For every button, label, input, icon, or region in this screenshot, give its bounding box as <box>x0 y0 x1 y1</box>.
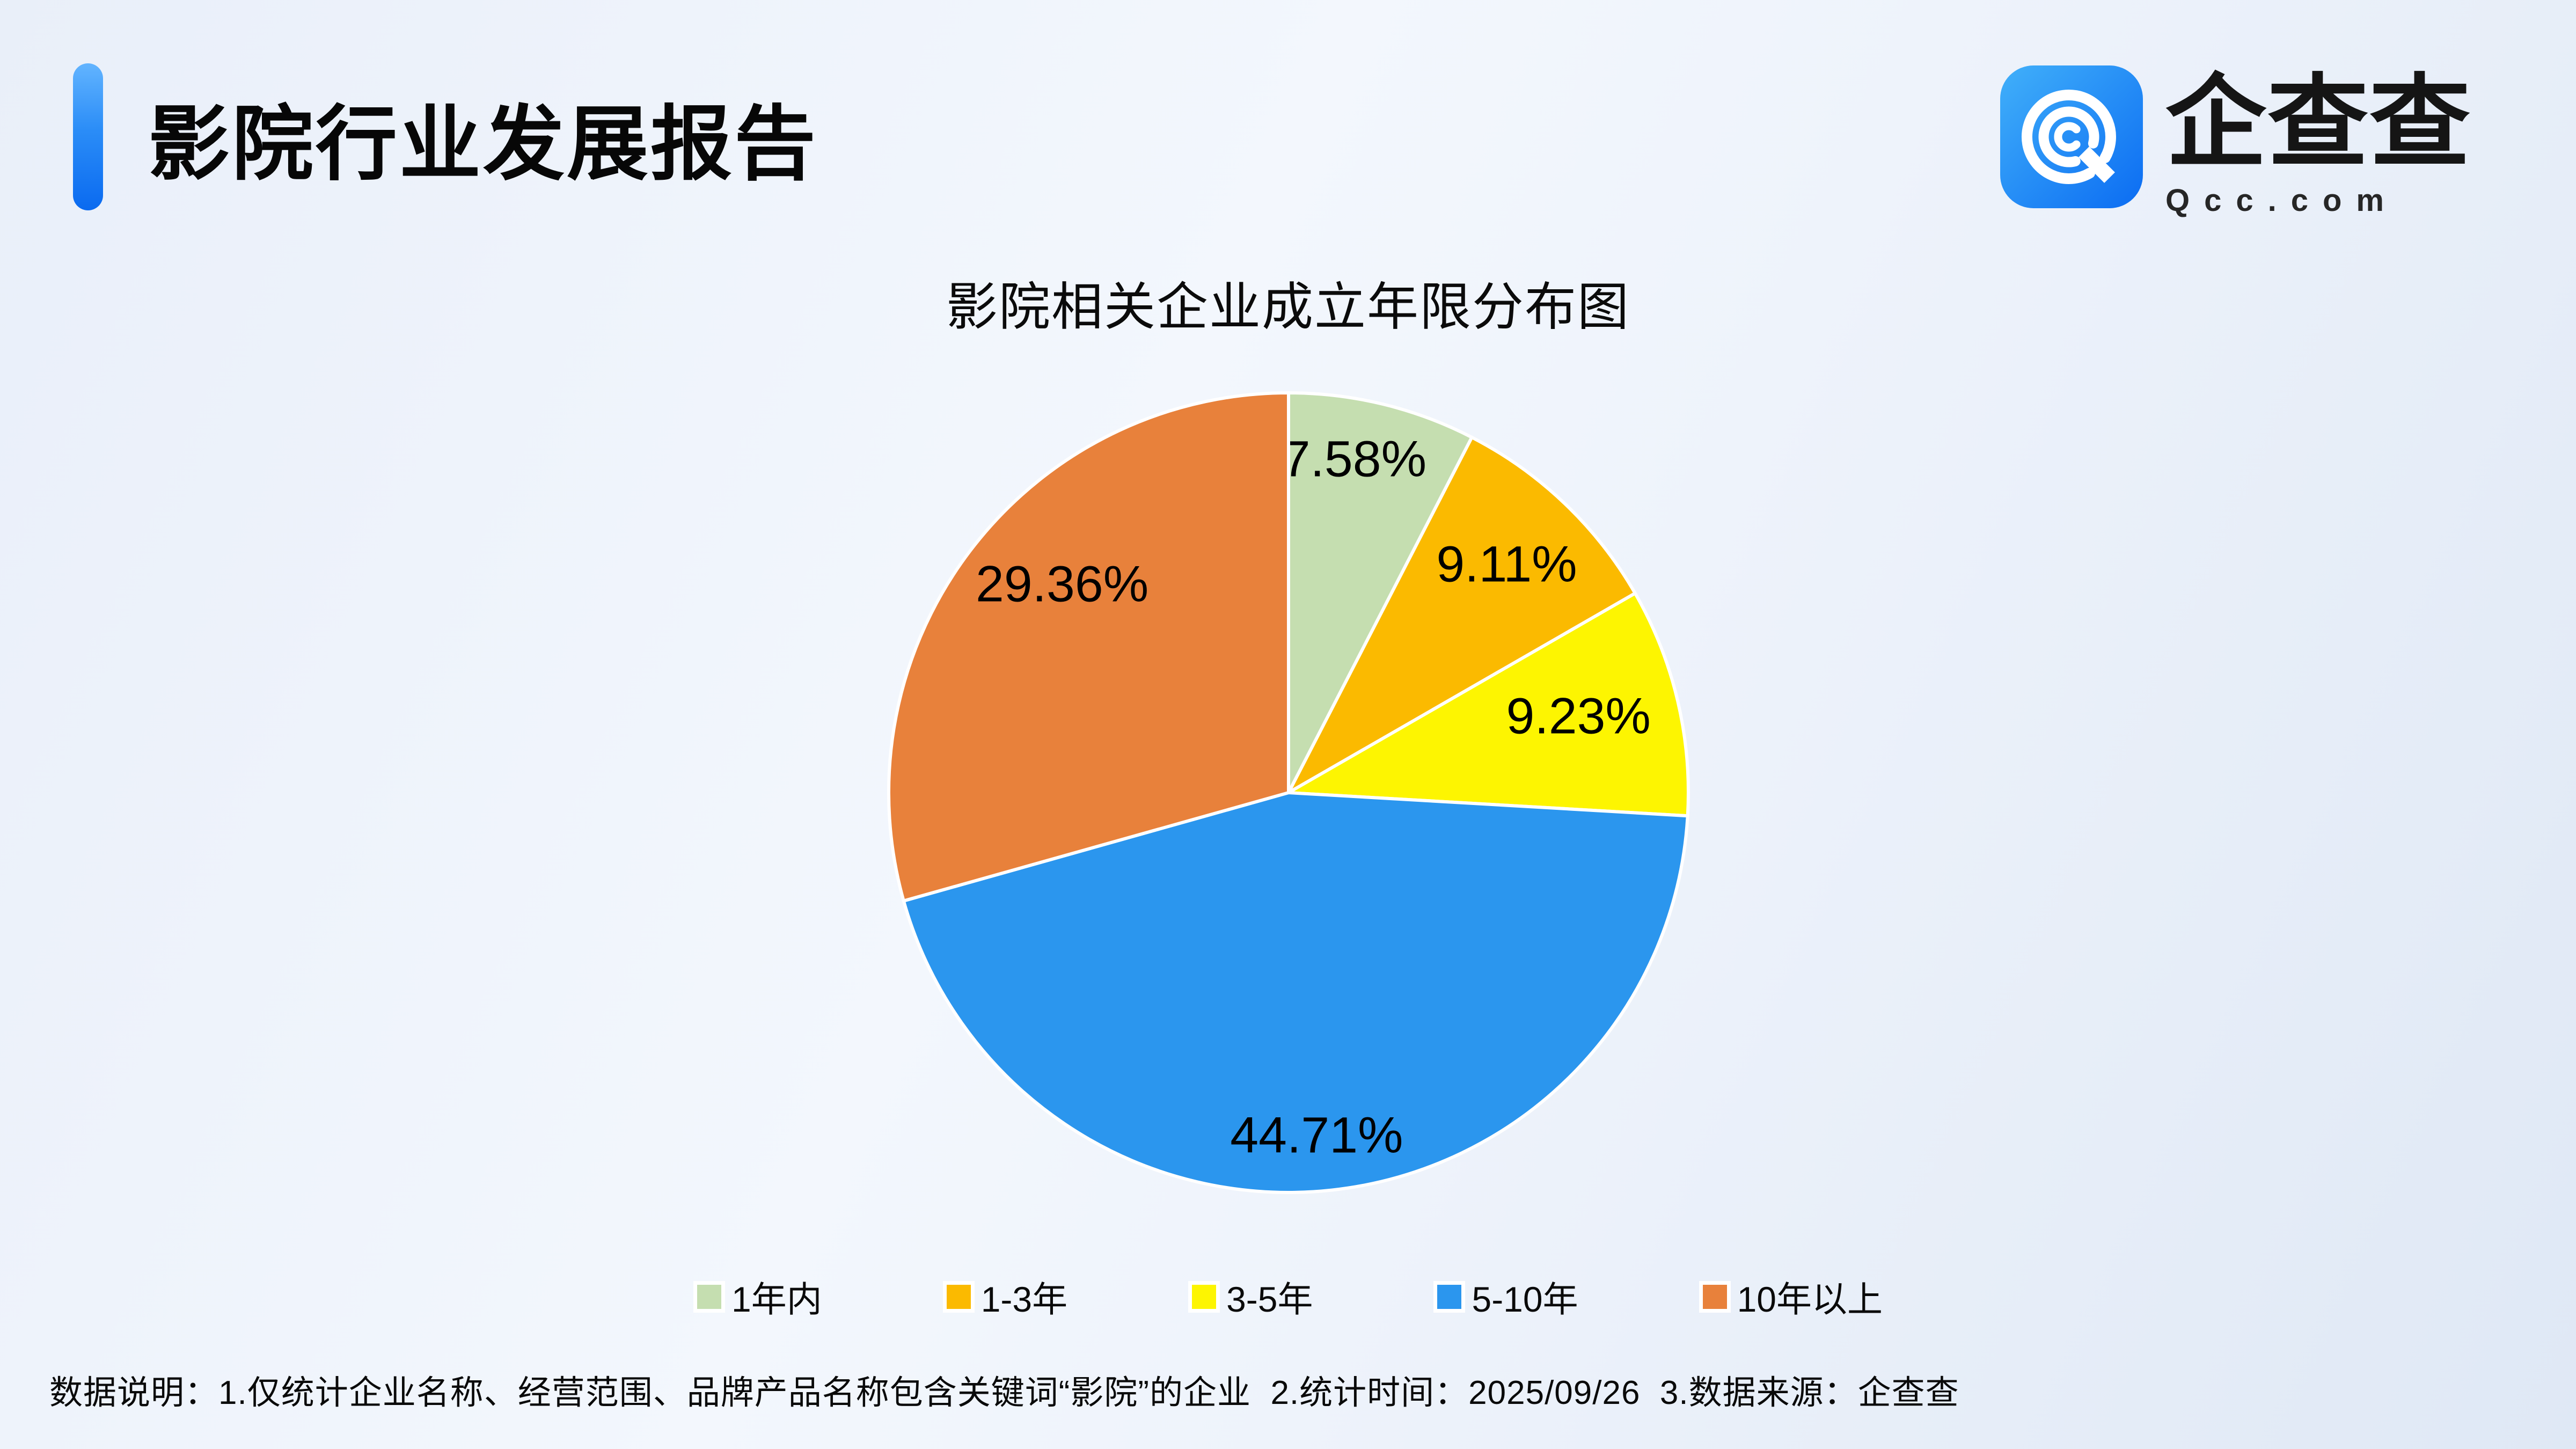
pie-slice-1-3年 <box>1287 435 1637 794</box>
qcc-logo: 企查查 Qcc.com <box>2000 65 2471 218</box>
pie-label-5-10年: 44.71% <box>1230 1107 1403 1164</box>
pie-slice-5-10年 <box>902 791 1689 1194</box>
pie-label-1年内: 7.58% <box>1282 431 1426 488</box>
logo-domain: Qcc.com <box>2165 183 2398 218</box>
legend-item-1年内: 1年内 <box>693 1271 822 1322</box>
pie-slice-1年内 <box>1287 391 1474 794</box>
legend-item-5-10年: 5-10年 <box>1433 1271 1578 1322</box>
qcc-logo-icon <box>2000 65 2143 208</box>
legend-item-10年以上: 10年以上 <box>1699 1271 1883 1322</box>
pie-label-10年以上: 29.36% <box>976 555 1148 612</box>
qcc-logo-text: 企查查 Qcc.com <box>2165 65 2471 218</box>
legend-marker-10年以上 <box>1699 1280 1731 1313</box>
pie-label-3-5年: 9.23% <box>1506 687 1651 744</box>
pie-slice-3-5年 <box>1287 591 1690 818</box>
logo-name: 企查查 <box>2165 66 2471 179</box>
legend-item-1-3年: 1-3年 <box>942 1271 1068 1322</box>
pie-svg: 7.58%9.11% 9.23% 44.71% 29.36% <box>887 391 1690 1194</box>
legend-label-5-10年: 5-10年 <box>1472 1279 1578 1319</box>
legend-label-3-5年: 3-5年 <box>1226 1279 1313 1319</box>
legend-label-1-3年: 1-3年 <box>980 1279 1068 1319</box>
pie-chart: 7.58% 9.11% 9.23% 44.71% 29.36% <box>886 390 1691 1195</box>
legend-marker-5-10年 <box>1433 1280 1466 1313</box>
legend-marker-1年内 <box>693 1280 725 1313</box>
legend-label-10年以上: 10年以上 <box>1737 1279 1883 1319</box>
legend-label-1年内: 1年内 <box>731 1279 822 1319</box>
chart-title: 影院相关企业成立年限分布图 <box>946 279 1630 336</box>
legend-marker-3-5年 <box>1188 1280 1220 1313</box>
title-accent-bar <box>73 63 103 210</box>
page-title: 影院行业发展报告 <box>148 99 818 190</box>
data-notes: 数据说明：1.仅统计企业名称、经营范围、品牌产品名称包含关键词“影院”的企业 2… <box>49 1374 1959 1411</box>
legend-marker-1-3年 <box>942 1280 975 1313</box>
pie-label-1-3年: 9.11% <box>1436 536 1577 592</box>
pie-slice-10年以上 <box>887 391 1290 903</box>
chart-legend: 1年内 1-3年 3-5年 5-10年 10年以上 <box>0 1271 2576 1322</box>
legend-item-3-5年: 3-5年 <box>1188 1271 1313 1322</box>
